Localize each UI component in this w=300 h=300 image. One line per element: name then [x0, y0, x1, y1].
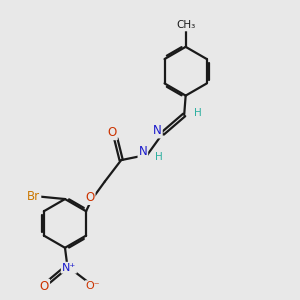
Text: N⁺: N⁺	[62, 263, 76, 273]
Text: H: H	[155, 152, 163, 162]
Text: O: O	[85, 191, 94, 204]
Text: N: N	[139, 145, 147, 158]
Text: N: N	[153, 124, 162, 137]
Text: O: O	[40, 280, 49, 292]
Text: CH₃: CH₃	[176, 20, 195, 31]
Text: O⁻: O⁻	[85, 281, 100, 291]
Text: H: H	[194, 108, 201, 118]
Text: O: O	[108, 126, 117, 139]
Text: Br: Br	[27, 190, 40, 202]
